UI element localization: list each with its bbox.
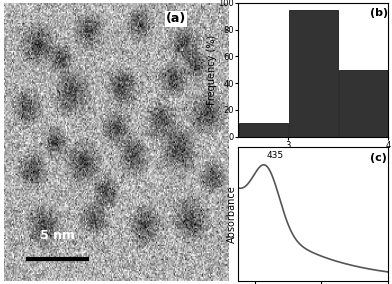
Bar [339,70,388,137]
X-axis label: d (nm): d (nm) [297,151,329,161]
Text: (a): (a) [166,12,186,25]
Y-axis label: Absorbance: Absorbance [227,185,237,243]
Y-axis label: Frequency (%): Frequency (%) [207,35,217,105]
Text: 435: 435 [267,151,284,160]
Text: (b): (b) [370,8,388,18]
Bar [289,10,338,137]
Text: 5 nm: 5 nm [40,229,75,242]
Text: (c): (c) [370,153,387,163]
Bar [239,123,288,137]
